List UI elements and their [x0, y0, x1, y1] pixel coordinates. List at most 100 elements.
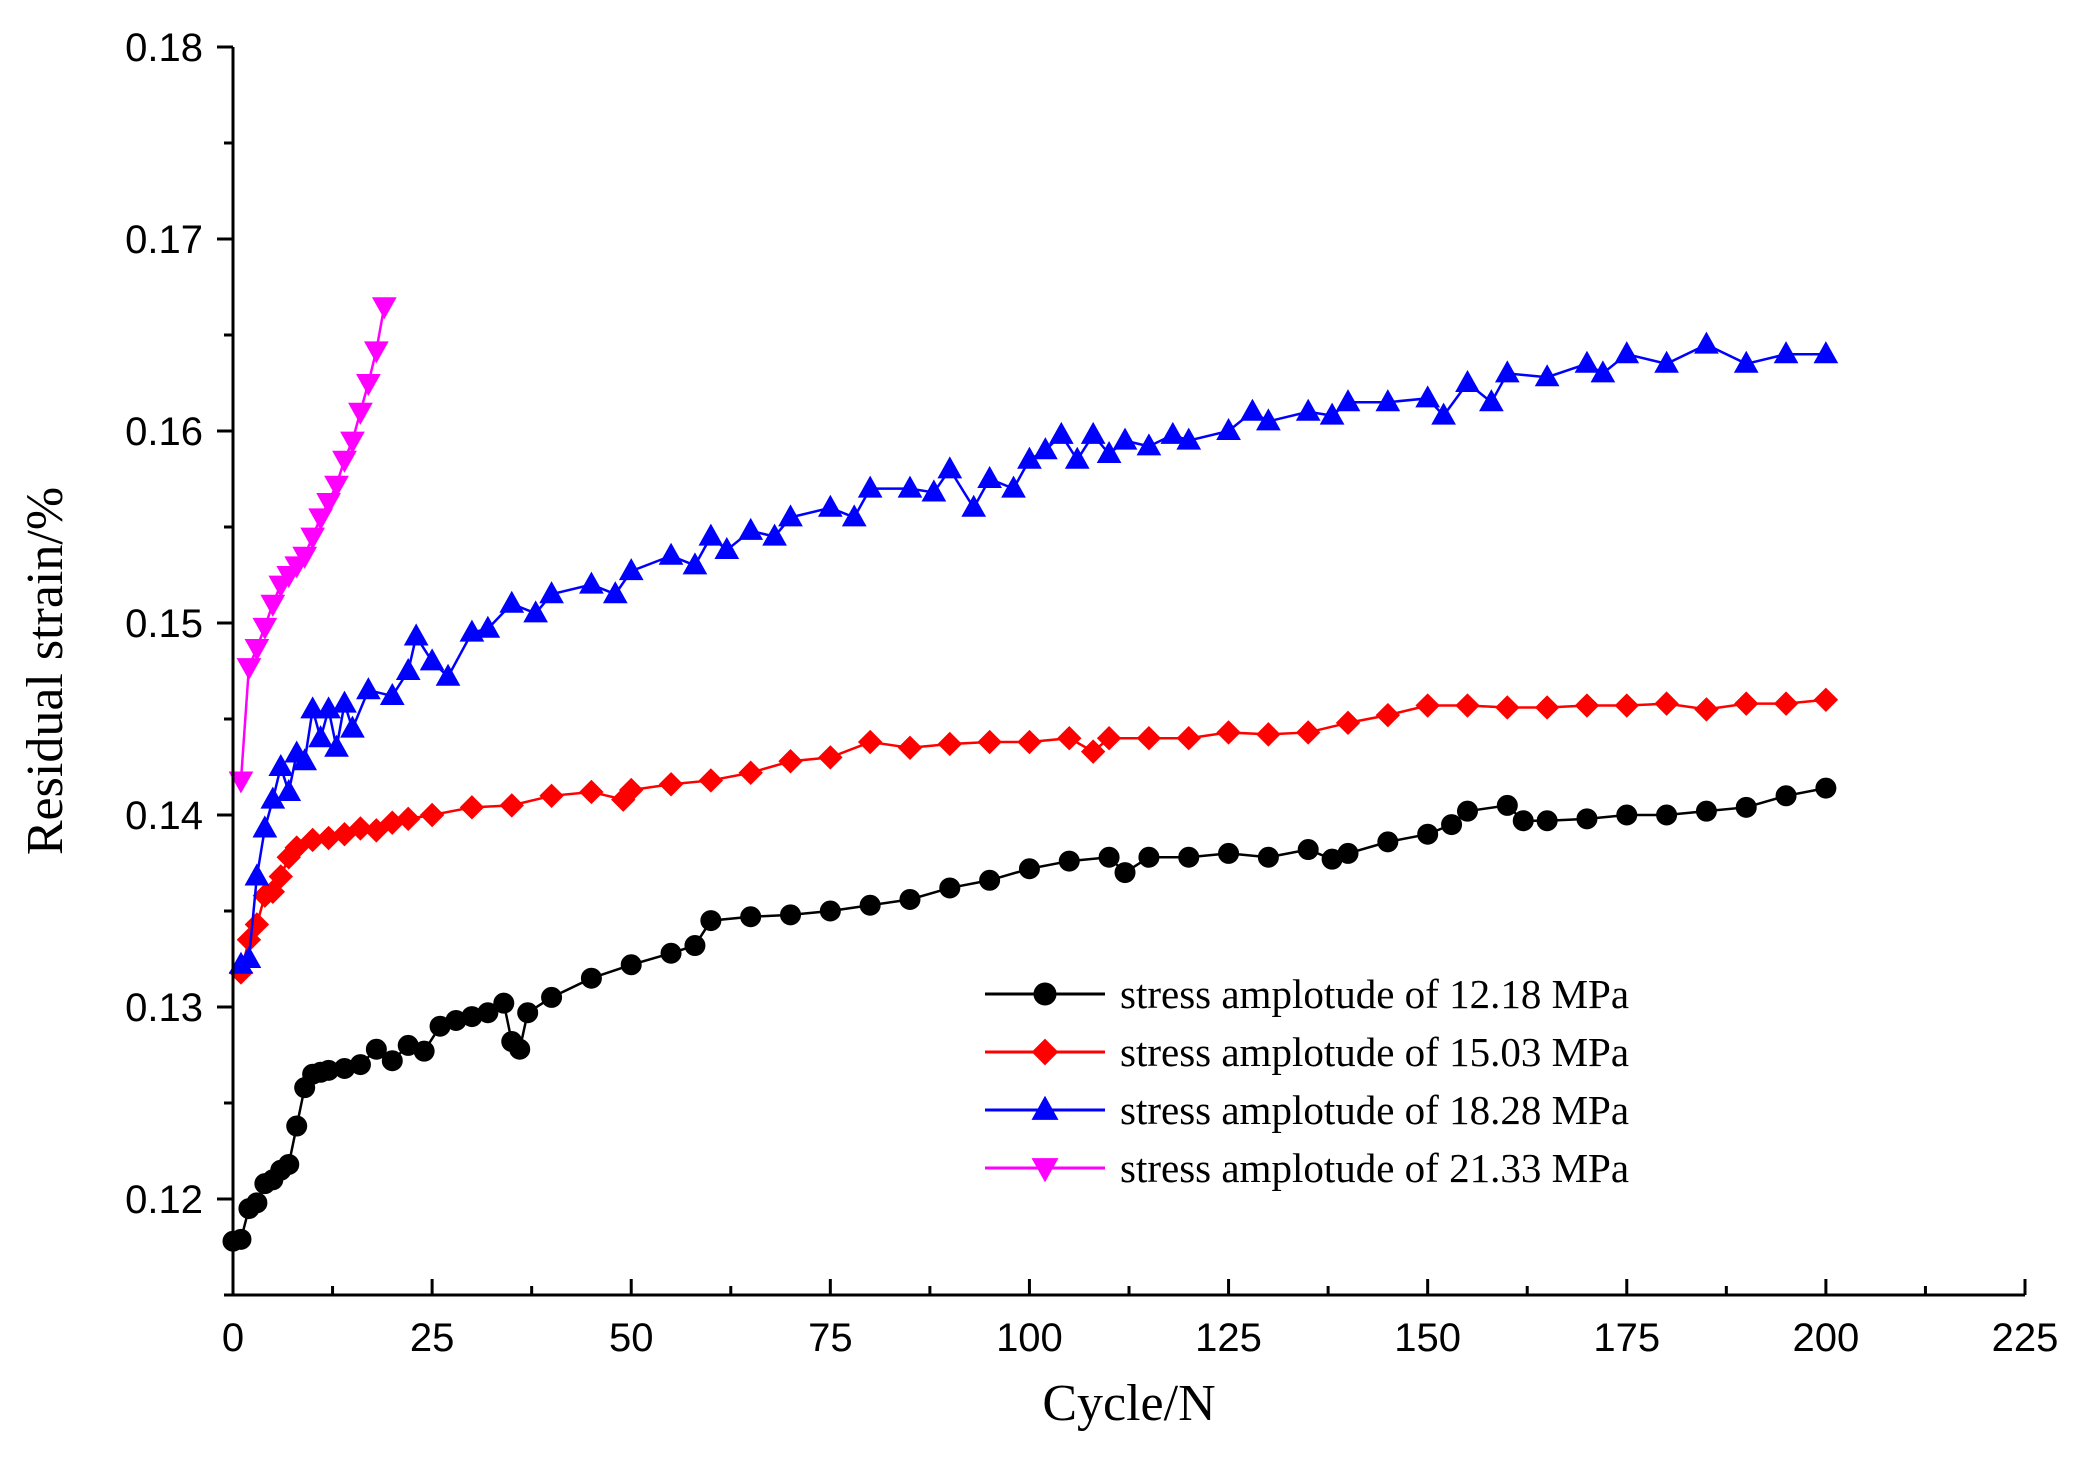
data-point: [396, 806, 421, 832]
data-point: [435, 663, 461, 686]
data-point: [1496, 794, 1518, 816]
data-point: [236, 658, 262, 681]
data-point: [1335, 710, 1361, 736]
y-tick-label: 0.14: [125, 794, 203, 838]
data-point: [244, 863, 270, 886]
data-point: [618, 558, 644, 581]
data-point: [684, 935, 706, 957]
data-point: [419, 802, 445, 828]
data-point: [1257, 846, 1279, 868]
data-point: [579, 571, 604, 594]
data-point: [1176, 427, 1202, 450]
series-2: [228, 687, 1839, 985]
data-point: [340, 431, 365, 454]
series-1: [222, 777, 1837, 1252]
data-point: [1495, 695, 1520, 720]
x-tick-label: 175: [1593, 1316, 1660, 1360]
data-point: [246, 1192, 268, 1214]
data-point: [939, 877, 961, 899]
data-point: [244, 638, 270, 661]
data-point: [1734, 691, 1759, 716]
legend-entry: stress amplotude of 21.33 MPa: [985, 1145, 1629, 1191]
data-point: [308, 508, 333, 531]
data-point: [348, 816, 373, 841]
data-point: [539, 783, 564, 809]
data-point: [1138, 846, 1160, 868]
data-point: [897, 475, 923, 498]
x-tick-label: 150: [1394, 1316, 1461, 1360]
data-point: [1813, 687, 1839, 713]
data-point: [1479, 389, 1504, 412]
data-point: [698, 523, 724, 546]
data-point: [477, 1002, 499, 1024]
data-point: [324, 475, 349, 498]
data-point: [620, 954, 642, 976]
data-point: [1456, 800, 1478, 822]
legend-entry: stress amplotude of 18.28 MPa: [985, 1087, 1629, 1133]
data-point: [1160, 421, 1186, 444]
legend-label: stress amplotude of 21.33 MPa: [1120, 1145, 1629, 1191]
data-point: [579, 779, 604, 805]
data-point: [286, 1115, 308, 1137]
data-point: [475, 615, 501, 638]
data-point: [244, 912, 270, 937]
data-point: [1534, 695, 1560, 720]
data-point: [977, 729, 1002, 755]
data-point: [1694, 331, 1719, 354]
data-point: [658, 542, 684, 565]
data-point: [1512, 810, 1534, 832]
x-tick-label: 0: [222, 1316, 244, 1360]
data-point: [364, 341, 389, 364]
series-layer: [222, 297, 1839, 1252]
data-point: [899, 888, 921, 910]
data-point: [1733, 350, 1759, 373]
y-tick-label: 0.18: [125, 26, 203, 70]
data-point: [1455, 369, 1480, 392]
data-point: [1295, 398, 1321, 421]
data-point: [1375, 389, 1401, 412]
data-point: [817, 494, 843, 517]
data-point: [1112, 427, 1138, 450]
data-point: [1576, 808, 1598, 830]
data-point: [979, 869, 1001, 891]
data-point: [395, 657, 421, 680]
data-point: [1031, 1158, 1059, 1183]
data-point: [1031, 1038, 1059, 1066]
y-tick-label: 0.16: [125, 410, 203, 454]
data-point: [292, 748, 318, 771]
data-point: [1114, 862, 1136, 884]
data-point: [1256, 408, 1281, 431]
x-tick-label: 225: [1992, 1316, 2059, 1360]
data-point: [499, 590, 525, 613]
data-point: [276, 778, 302, 801]
data-point: [580, 967, 602, 989]
data-point: [1033, 982, 1057, 1006]
data-point: [660, 942, 682, 964]
data-point: [1080, 739, 1106, 764]
data-point: [379, 682, 405, 705]
data-point: [1297, 839, 1319, 861]
data-point: [332, 450, 357, 473]
data-point: [381, 1050, 403, 1072]
data-point: [236, 945, 262, 968]
y-tick-layer: 0.12 0.13 0.14 0.15 0.16 0.17 0.18: [125, 26, 233, 1297]
data-point: [1031, 1095, 1059, 1120]
data-point: [1337, 842, 1359, 864]
data-point: [278, 1153, 300, 1175]
data-point: [324, 734, 349, 757]
data-point: [300, 527, 325, 550]
series-4: [228, 297, 397, 794]
data-point: [1735, 796, 1757, 818]
data-point: [818, 745, 843, 770]
y-tick-label: 0.17: [125, 218, 203, 262]
data-point: [780, 904, 802, 926]
data-point: [493, 992, 515, 1014]
data-point: [1656, 804, 1678, 826]
data-point: [700, 910, 722, 932]
data-point: [937, 456, 963, 479]
data-point: [509, 1038, 531, 1060]
data-point: [1813, 341, 1839, 364]
data-point: [1136, 433, 1162, 456]
data-point: [1057, 725, 1082, 751]
data-point: [740, 906, 762, 928]
